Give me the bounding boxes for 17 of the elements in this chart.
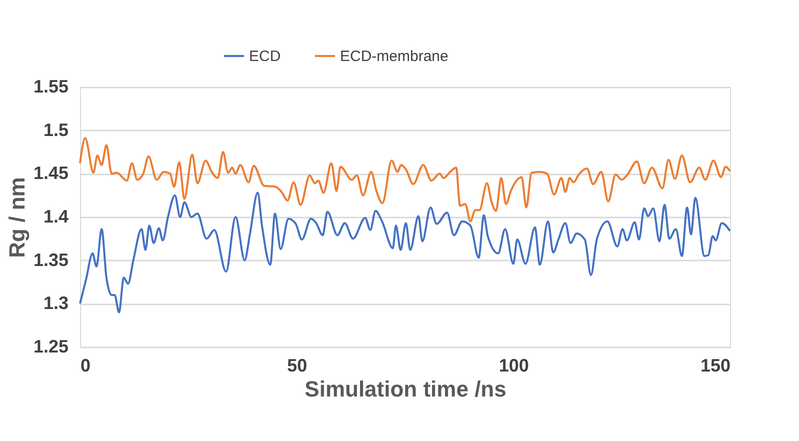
y-tick-label: 1.35	[33, 250, 68, 270]
y-axis-title: Rg / nm	[4, 177, 30, 258]
y-tick-label: 1.55	[33, 76, 68, 96]
y-tick-label: 1.5	[43, 120, 68, 140]
y-tick-label: 1.3	[43, 293, 68, 314]
y-tick-label: 1.45	[33, 163, 68, 184]
legend-label: ECD	[249, 48, 281, 65]
y-tick-label: 1.25	[33, 336, 68, 356]
x-tick-label: 100	[498, 356, 529, 376]
line-series	[79, 192, 731, 314]
x-tick-label: 150	[700, 356, 730, 376]
line-series	[79, 137, 731, 222]
legend-label: ECD-membrane	[340, 48, 448, 65]
x-tick-label: 0	[80, 356, 91, 376]
x-axis-title: Simulation time /ns	[304, 376, 506, 402]
x-tick-label: 50	[287, 356, 308, 376]
y-tick-label: 1.4	[43, 206, 68, 226]
